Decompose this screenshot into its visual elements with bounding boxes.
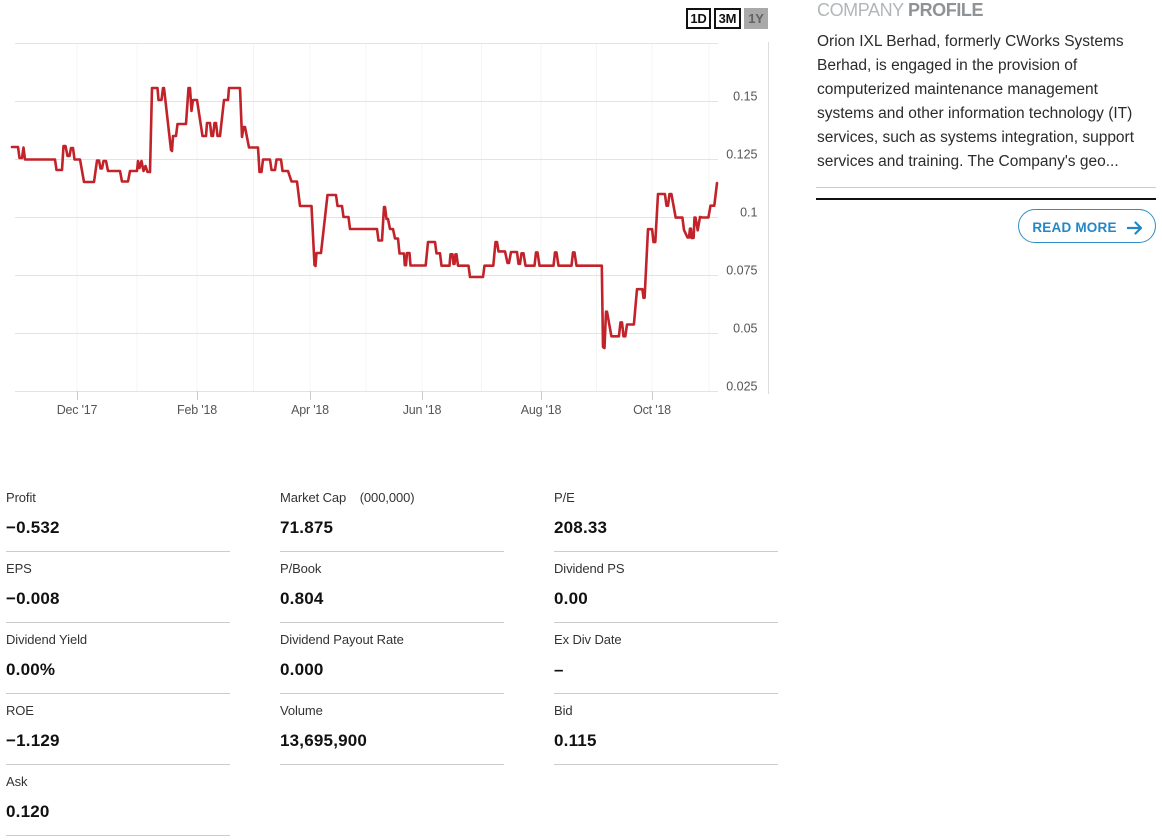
svg-text:0.05: 0.05 bbox=[733, 322, 757, 336]
svg-text:Jun '18: Jun '18 bbox=[403, 403, 442, 417]
svg-text:Oct '18: Oct '18 bbox=[633, 403, 671, 417]
svg-text:Aug '18: Aug '18 bbox=[521, 403, 562, 417]
svg-text:0.075: 0.075 bbox=[726, 264, 757, 278]
svg-text:Apr '18: Apr '18 bbox=[291, 403, 329, 417]
svg-text:Dec '17: Dec '17 bbox=[57, 403, 98, 417]
svg-text:Feb '18: Feb '18 bbox=[177, 403, 217, 417]
svg-text:0.125: 0.125 bbox=[726, 148, 757, 162]
svg-text:0.025: 0.025 bbox=[726, 380, 757, 394]
svg-text:0.15: 0.15 bbox=[733, 90, 757, 104]
svg-text:0.1: 0.1 bbox=[740, 206, 757, 220]
